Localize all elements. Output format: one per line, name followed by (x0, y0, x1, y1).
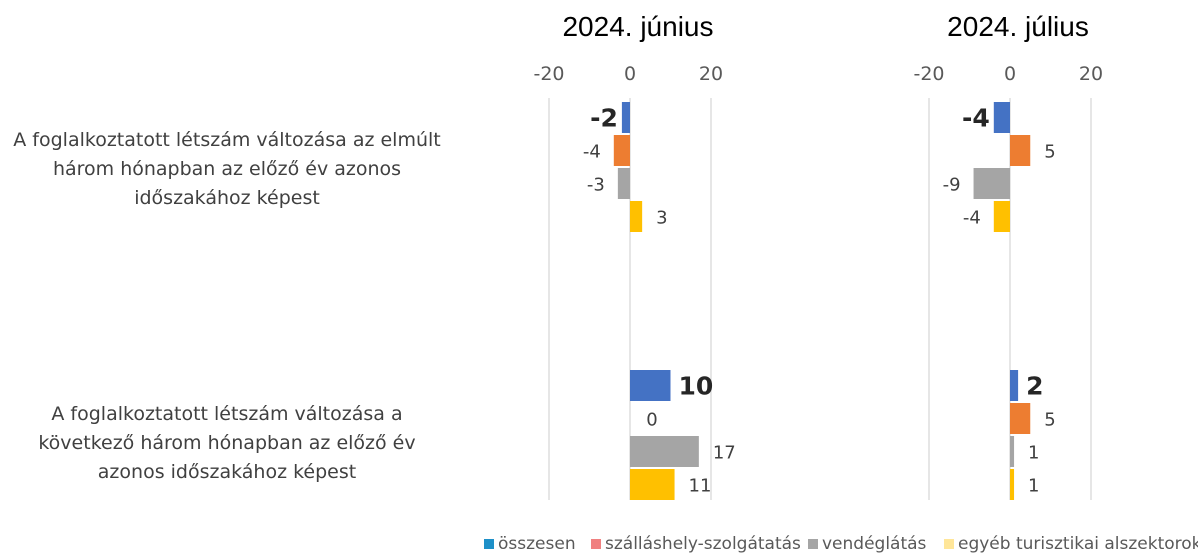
data-label: -3 (587, 175, 605, 196)
bar-vendéglátás (973, 168, 1010, 199)
panel-title: 2024. június (562, 11, 713, 42)
bar-egyéb turisztikai alszektorok (630, 469, 675, 500)
x-tick-label: -20 (913, 63, 944, 85)
data-label: -2 (590, 104, 618, 133)
x-tick-label: -20 (533, 63, 564, 85)
x-tick-label: 0 (1004, 63, 1016, 85)
data-label: -4 (583, 142, 601, 163)
x-tick-label: 20 (699, 63, 723, 85)
legend-label: szálláshely-szolgátatás (605, 534, 801, 554)
data-label: 1 (1028, 443, 1039, 464)
bar-egyéb turisztikai alszektorok (630, 201, 643, 232)
data-label: 0 (646, 410, 657, 431)
data-label: 11 (689, 476, 712, 497)
bar-összesen (1010, 370, 1019, 401)
legend-label: egyéb turisztikai alszektorok (958, 534, 1198, 554)
bar-vendéglátás (617, 168, 630, 199)
legend-swatch (484, 539, 494, 549)
bar-vendéglátás (1010, 436, 1015, 467)
category-labels: A foglalkoztatott létszám változása az e… (13, 129, 440, 483)
x-tick-label: 0 (624, 63, 636, 85)
data-label: 3 (656, 208, 667, 229)
legend-swatch (591, 539, 601, 549)
bar-egyéb turisztikai alszektorok (1010, 469, 1015, 500)
data-label: 10 (679, 372, 714, 401)
data-label: 5 (1044, 410, 1055, 431)
bar-szálláshely-szolgátatás (613, 135, 630, 166)
x-tick-label: 20 (1079, 63, 1103, 85)
data-label: 2 (1026, 372, 1043, 401)
bar-vendéglátás (630, 436, 699, 467)
bar-szálláshely-szolgátatás (1010, 403, 1031, 434)
data-label: 17 (713, 443, 736, 464)
data-label: -9 (943, 175, 961, 196)
data-label: 1 (1028, 476, 1039, 497)
category-label: A foglalkoztatott létszám változása az e… (13, 129, 440, 209)
data-label: -4 (962, 104, 990, 133)
legend-label: összesen (498, 534, 576, 554)
bar-összesen (630, 370, 671, 401)
bar-összesen (621, 102, 630, 133)
category-label: A foglalkoztatott létszám változása a köv… (38, 403, 415, 483)
bar-szálláshely-szolgátatás (1010, 135, 1031, 166)
panel-title: 2024. július (947, 11, 1089, 42)
legend-swatch (808, 539, 818, 549)
bar-összesen (993, 102, 1010, 133)
data-label: 5 (1044, 142, 1055, 163)
bar-egyéb turisztikai alszektorok (993, 201, 1010, 232)
data-label: -4 (963, 208, 981, 229)
legend-swatch (944, 539, 954, 549)
legend-label: vendéglátás (822, 534, 927, 554)
legend: összesen szálláshely-szolgátatás vendéglát… (484, 534, 1198, 554)
